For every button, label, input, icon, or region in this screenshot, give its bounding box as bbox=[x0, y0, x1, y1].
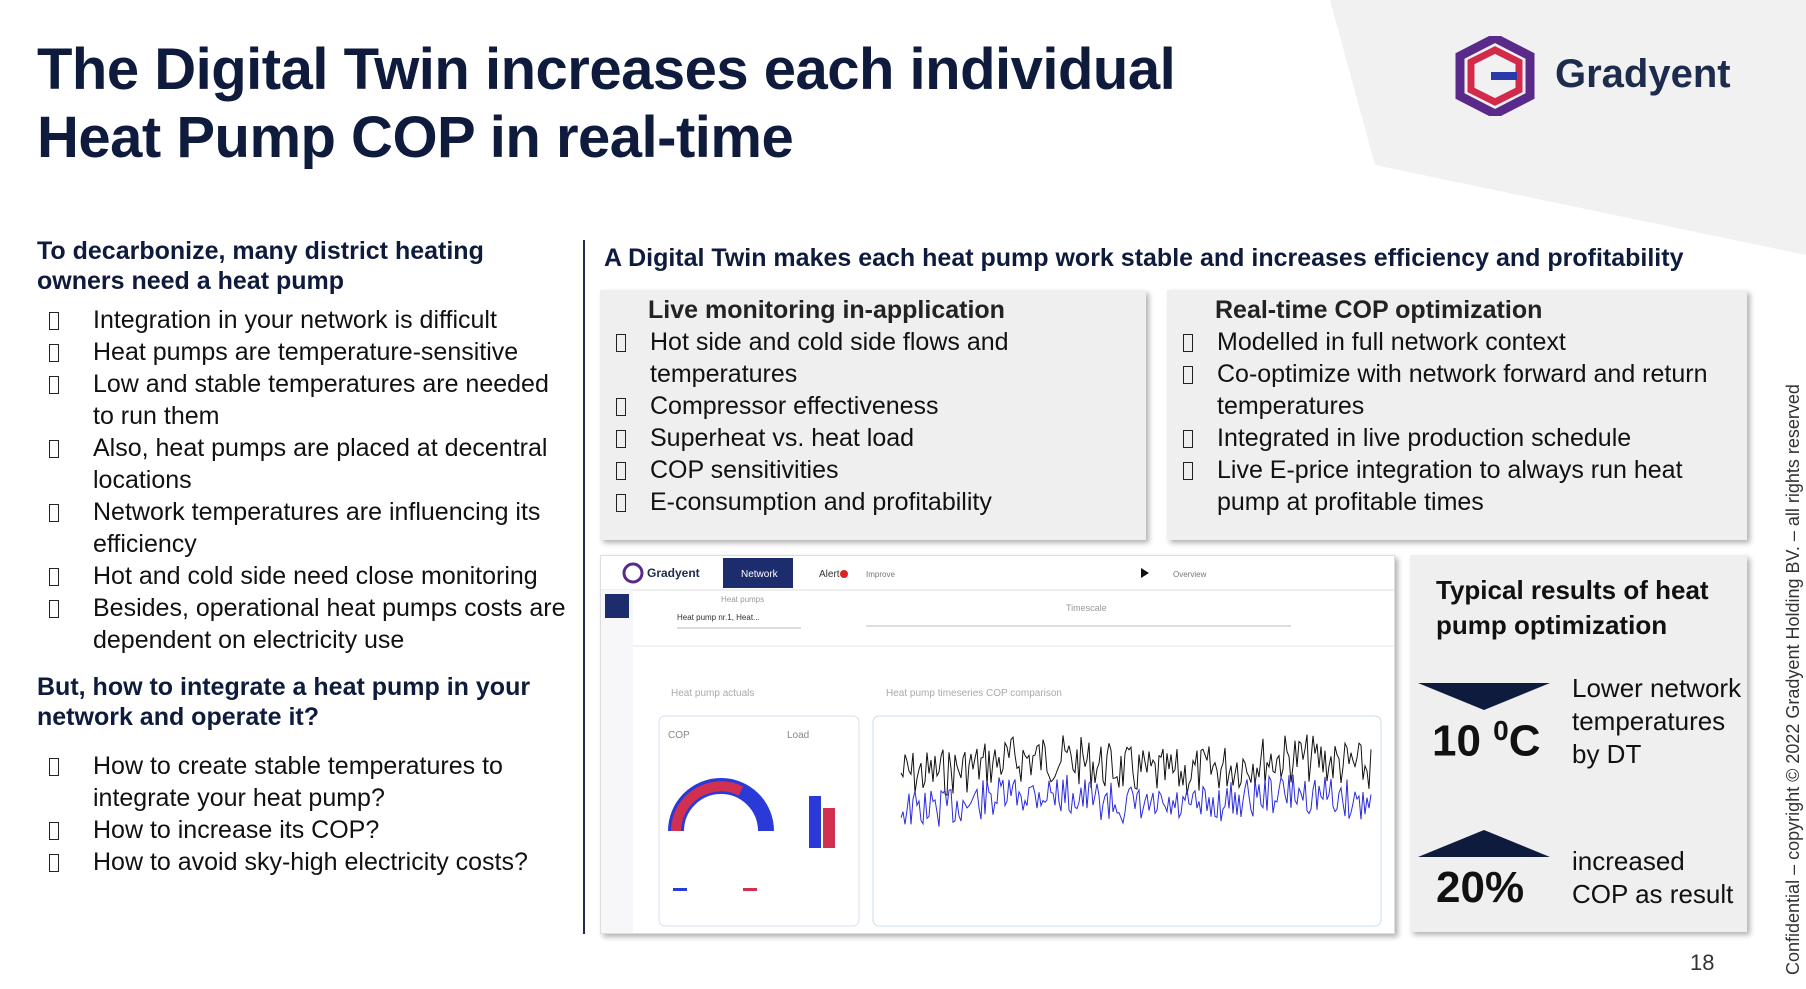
result-value: 10 0C bbox=[1432, 715, 1541, 767]
bullet-item: Besides, operational heat pumps costs ar… bbox=[37, 592, 567, 656]
logo-mark bbox=[1455, 36, 1535, 116]
bullet-item: Low and stable temperatures are needed t… bbox=[37, 368, 567, 432]
bullet-item: How to avoid sky-high electricity costs? bbox=[37, 846, 567, 878]
card bbox=[658, 715, 860, 927]
bullet-item: E-consumption and profitability bbox=[614, 486, 1132, 518]
gauge-fill bbox=[671, 781, 744, 832]
select-value: Heat pump nr.1, Heat... bbox=[677, 613, 760, 622]
logo-hex-inner bbox=[1467, 46, 1523, 106]
bullet-list: Integration in your network is difficult… bbox=[37, 304, 567, 656]
mini-bar bbox=[823, 808, 835, 848]
mini-logo bbox=[622, 562, 644, 584]
nav-item: Improve bbox=[866, 570, 895, 579]
overview-link: Overview bbox=[1173, 570, 1207, 579]
field-label: Heat pumps bbox=[721, 595, 764, 604]
card-label: COP bbox=[668, 730, 690, 741]
results-panel: Typical results of heat pump optimizatio… bbox=[1410, 555, 1747, 932]
divider bbox=[583, 240, 585, 934]
right-heading: A Digital Twin makes each heat pump work… bbox=[604, 244, 1684, 272]
bullet-item: Integration in your network is difficult bbox=[37, 304, 567, 336]
down-arrow bbox=[1418, 683, 1550, 710]
timeseries bbox=[900, 734, 1372, 827]
alert-dot bbox=[840, 570, 848, 578]
legend-swatch bbox=[673, 888, 687, 891]
bullet-item: Co-optimize with network forward and ret… bbox=[1181, 358, 1733, 422]
topbar bbox=[601, 556, 1394, 590]
bullet-list: Hot side and cold side flows and tempera… bbox=[614, 326, 1132, 518]
section-title: Heat pump timeseries COP comparison bbox=[886, 688, 1062, 699]
left-heading: To decarbonize, many district heating ow… bbox=[37, 237, 484, 295]
bullet-item: Hot side and cold side flows and tempera… bbox=[614, 326, 1132, 390]
panel-title: Real-time COP optimization bbox=[1215, 296, 1543, 324]
result-number: 10 bbox=[1432, 716, 1494, 766]
section-title: Heat pump actuals bbox=[671, 688, 754, 699]
card-label: Load bbox=[787, 730, 809, 741]
bullet-item: Hot and cold side need close monitoring bbox=[37, 560, 567, 592]
bullet-item: Modelled in full network context bbox=[1181, 326, 1733, 358]
feature-panel: Live monitoring in-application Hot side a… bbox=[600, 290, 1146, 540]
sidebar bbox=[601, 590, 633, 933]
mini-logo-text: Gradyent bbox=[647, 566, 700, 580]
bullet-item: Network temperatures are influencing its… bbox=[37, 496, 567, 560]
timescale-label: Timescale bbox=[1066, 603, 1107, 613]
nav-item: Alert bbox=[819, 569, 840, 580]
bullet-item: Heat pumps are temperature-sensitive bbox=[37, 336, 567, 368]
page-number: 18 bbox=[1690, 950, 1715, 975]
result-text: Lower network temperatures by DT bbox=[1572, 673, 1742, 769]
result-number: 20% bbox=[1436, 863, 1525, 912]
results-arrows bbox=[1418, 683, 1550, 857]
up-arrow bbox=[1418, 830, 1550, 857]
bullet-item: How to increase its COP? bbox=[37, 814, 567, 846]
left-heading: But, how to integrate a heat pump in you… bbox=[37, 673, 531, 731]
bullet-item: Also, heat pumps are placed at decentral… bbox=[37, 432, 567, 496]
sidebar-button bbox=[605, 594, 629, 618]
title-line: The Digital Twin increases each individu… bbox=[37, 37, 1176, 102]
panel-title: Live monitoring in-application bbox=[648, 296, 1005, 324]
logo-hex bbox=[1455, 36, 1535, 116]
bg-polygon bbox=[1330, 0, 1806, 255]
nav-item: Network bbox=[741, 569, 779, 580]
bullet-item: COP sensitivities bbox=[614, 454, 1132, 486]
result-text: increased COP as result bbox=[1572, 846, 1734, 909]
screenshot-drawing: Gradyent Network Alert Improve Overview … bbox=[601, 556, 1394, 933]
result-suffix: C bbox=[1508, 716, 1541, 766]
mini-bar bbox=[809, 796, 821, 848]
bullet-list: Modelled in full network context Co-optim… bbox=[1181, 326, 1733, 518]
feature-panel: Real-time COP optimization Modelled in fu… bbox=[1167, 290, 1747, 540]
noise-line bbox=[900, 774, 1372, 827]
bullet-item: Superheat vs. heat load bbox=[614, 422, 1132, 454]
card bbox=[872, 715, 1382, 927]
app-screenshot: Gradyent Network Alert Improve Overview … bbox=[600, 555, 1395, 934]
logo-text: Gradyent bbox=[1555, 52, 1731, 96]
bullet-item: Integrated in live production schedule bbox=[1181, 422, 1733, 454]
result-sup: 0 bbox=[1493, 715, 1509, 746]
left-column: To decarbonize, many district heating ow… bbox=[37, 236, 567, 894]
logo-bar bbox=[1491, 72, 1517, 80]
confidential-note: Confidential – copyright © 2022 Gradyent… bbox=[1783, 384, 1803, 975]
background-shape bbox=[1330, 0, 1806, 255]
nav-active bbox=[723, 558, 793, 588]
bullet-item: Live E-price integration to always run h… bbox=[1181, 454, 1733, 518]
bullet-list: How to create stable temperatures to int… bbox=[37, 750, 567, 878]
bullet-item: Compressor effectiveness bbox=[614, 390, 1132, 422]
play-icon bbox=[1141, 568, 1149, 578]
bullet-item: How to create stable temperatures to int… bbox=[37, 750, 567, 814]
results-title: Typical results of heat pump optimizatio… bbox=[1436, 575, 1709, 640]
result-value: 20% bbox=[1436, 863, 1524, 913]
legend-swatch bbox=[743, 888, 757, 891]
title-line: Heat Pump COP in real-time bbox=[37, 105, 794, 170]
slide-title: The Digital Twin increases each individu… bbox=[37, 36, 1176, 172]
noise-line bbox=[900, 734, 1372, 796]
